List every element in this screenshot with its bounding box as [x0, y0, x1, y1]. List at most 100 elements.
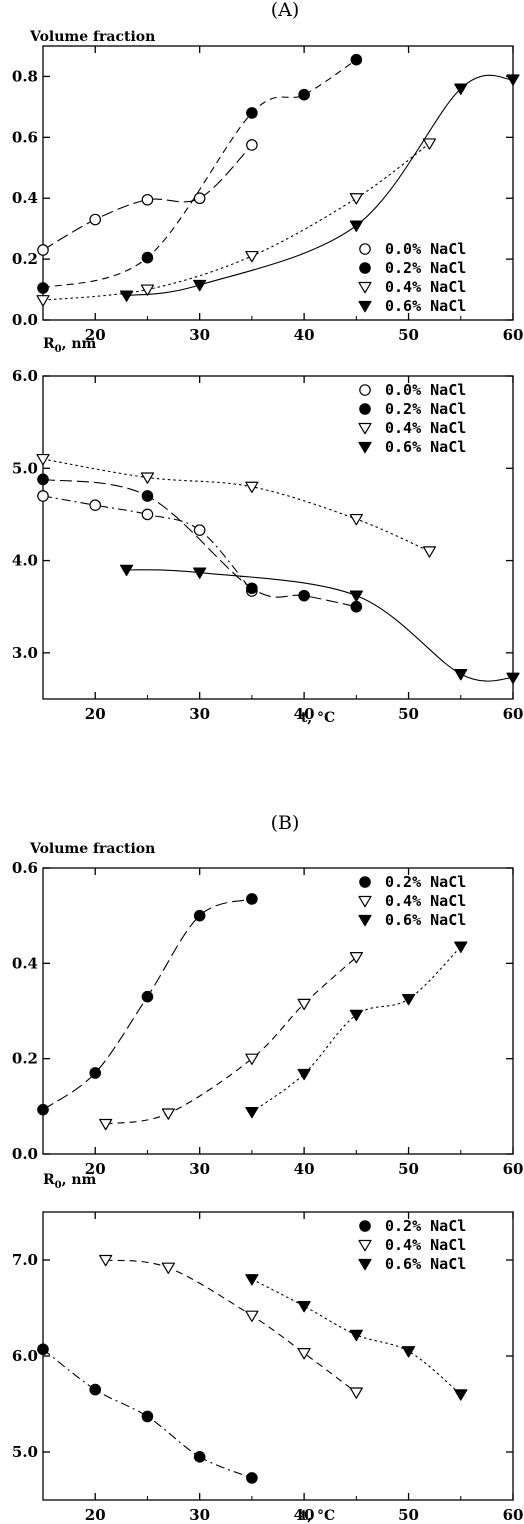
data-point: [349, 590, 363, 602]
y-axis-title: R0, nm: [43, 1172, 97, 1191]
data-point: [245, 1106, 259, 1119]
series-2: [37, 473, 363, 613]
legend-label: 0.6% NaCl: [385, 1255, 466, 1273]
y-tick-label: 6.0: [12, 367, 38, 385]
x-tick-label: 30: [189, 326, 210, 344]
data-point: [89, 1067, 102, 1079]
x-tick-label: 50: [398, 705, 419, 723]
legend-label: 0.0% NaCl: [385, 240, 466, 258]
y-tick-label: 0.8: [12, 67, 38, 85]
data-point: [245, 1274, 259, 1286]
series-3: [245, 941, 468, 1119]
data-point: [89, 1383, 102, 1396]
legend-label: 0.4% NaCl: [385, 892, 466, 910]
series-1: [37, 139, 258, 256]
legend-label: 0.6% NaCl: [385, 911, 466, 929]
data-point: [193, 909, 206, 922]
legend-label: 0.4% NaCl: [385, 278, 466, 296]
x-tick-label: 60: [503, 1506, 524, 1524]
data-point: [246, 1472, 258, 1484]
data-point: [349, 952, 363, 964]
data-point: [193, 1451, 206, 1463]
charts: 20 30 40 50 60 0.0 0.2 0.4 0.6 0.8 Volume fraction…: [12, 29, 524, 1524]
data-point: [401, 1346, 416, 1358]
y-axis-title-unit: , nm: [62, 1172, 97, 1188]
x-axis-title: t, °C: [301, 1508, 335, 1524]
y-axis-title: R0, nm: [43, 336, 97, 355]
legend-marker: [359, 403, 371, 415]
legend-label: 0.2% NaCl: [385, 259, 466, 277]
series-3: [245, 1274, 468, 1401]
x-tick-label: 30: [189, 705, 210, 723]
data-point: [37, 282, 49, 294]
x-tick-label: 40: [294, 326, 315, 344]
legend-marker: [358, 300, 372, 313]
x-tick-label: 20: [85, 705, 106, 723]
data-point: [193, 567, 207, 579]
data-point: [99, 1118, 113, 1131]
x-tick-label: 50: [398, 1506, 419, 1524]
y-tick-label: 0.6: [12, 128, 38, 146]
legend-label: 0.6% NaCl: [385, 438, 466, 456]
x-tick-label: 60: [503, 705, 524, 723]
y-tick-label: 0.6: [12, 859, 38, 877]
series-line: [42, 495, 253, 592]
data-point: [506, 74, 520, 86]
data-point: [297, 998, 311, 1011]
y-tick-label: 0.0: [12, 1145, 38, 1163]
series-1: [37, 1343, 258, 1484]
plot-frame: [42, 45, 514, 321]
series-line: [105, 956, 357, 1125]
data-point: [141, 193, 154, 206]
x-tick-label: 50: [398, 326, 419, 344]
data-point: [36, 295, 50, 307]
data-point: [141, 508, 154, 521]
x-tick-label: 20: [85, 326, 106, 344]
data-point: [297, 1068, 311, 1081]
x-tick-label: 30: [189, 1506, 210, 1524]
data-point: [401, 993, 416, 1006]
data-point: [246, 107, 258, 119]
data-point: [89, 213, 102, 226]
data-point: [422, 138, 437, 150]
chart-panel-4: 20 30 40 50 605.06.07.0R0, nmt, °C0.2% NaCl0…: [12, 1172, 524, 1524]
data-point: [141, 490, 154, 502]
legend-label: 0.2% NaCl: [385, 873, 466, 891]
y-tick-label: 4.0: [12, 552, 38, 570]
data-point: [37, 473, 49, 486]
x-tick-label: 60: [503, 1160, 524, 1178]
x-tick-label: 40: [294, 1160, 315, 1178]
y-tick-label: 0.2: [12, 1050, 38, 1068]
x-tick-label: 60: [503, 326, 524, 344]
data-point: [297, 1348, 311, 1360]
data-point: [245, 250, 259, 263]
data-point: [246, 139, 258, 151]
plot-frame: [42, 867, 514, 1155]
series-2: [37, 53, 363, 294]
y-tick-label: 7.0: [12, 1251, 38, 1269]
y-tick-label: 5.0: [12, 459, 38, 477]
series-line: [105, 1259, 357, 1393]
series-line: [251, 1278, 462, 1395]
data-point: [246, 893, 258, 905]
data-point: [297, 1300, 311, 1313]
series-1: [37, 893, 258, 1116]
data-point: [37, 490, 49, 502]
x-tick-label: 50: [398, 1160, 419, 1178]
panel-b-label: (B): [271, 812, 300, 834]
series-3: [36, 138, 437, 307]
series-line: [42, 898, 253, 1111]
data-point: [141, 990, 154, 1003]
plot-frame: [42, 375, 514, 700]
data-point: [161, 1262, 175, 1274]
legend-marker: [358, 914, 372, 927]
legend-label: 0.2% NaCl: [385, 1217, 466, 1235]
series-line: [42, 478, 357, 608]
chart-panel-2: 20 30 40 50 60 3.0 4.0 5.0 6.0 R0, nm t, °C 0.0% Na…: [12, 336, 524, 726]
data-point: [245, 1053, 259, 1065]
data-point: [119, 290, 134, 302]
series-1: [37, 490, 258, 597]
